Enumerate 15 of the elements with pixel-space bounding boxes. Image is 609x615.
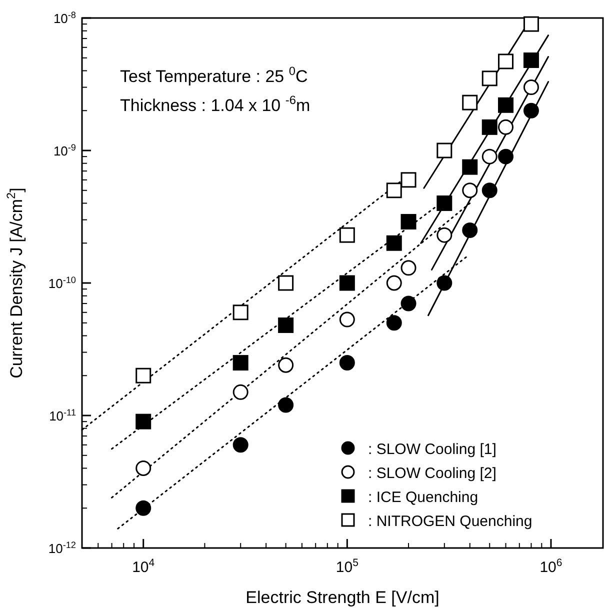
y-tick-label: 10$^{-9}$	[53, 142, 76, 158]
x-tick-label: 10$^{5}$	[336, 557, 359, 576]
y-tick-label: 10$^{-10}$	[48, 275, 76, 291]
legend-label: : NITROGEN Quenching	[368, 513, 532, 530]
annotation: Test Temperature : 25 $^{0}$C	[120, 64, 308, 86]
x-tick-label: 10$^{6}$	[540, 557, 562, 576]
y-tick-label: 10$^{-11}$	[49, 408, 76, 424]
legend-label: : SLOW Cooling [1]	[368, 441, 496, 458]
y-tick-label: 10$^{-8}$	[53, 10, 76, 26]
annotation: Thickness : 1.04 x 10 $^{-6}$m	[120, 93, 310, 115]
y-tick-label: 10$^{-12}$	[48, 540, 76, 556]
x-axis-title: Electric Strength E [V/cm]	[246, 588, 440, 607]
legend-label: : ICE Quenching	[368, 489, 478, 506]
legend-label: : SLOW Cooling [2]	[368, 465, 496, 482]
x-tick-label: 10$^{4}$	[132, 557, 155, 576]
